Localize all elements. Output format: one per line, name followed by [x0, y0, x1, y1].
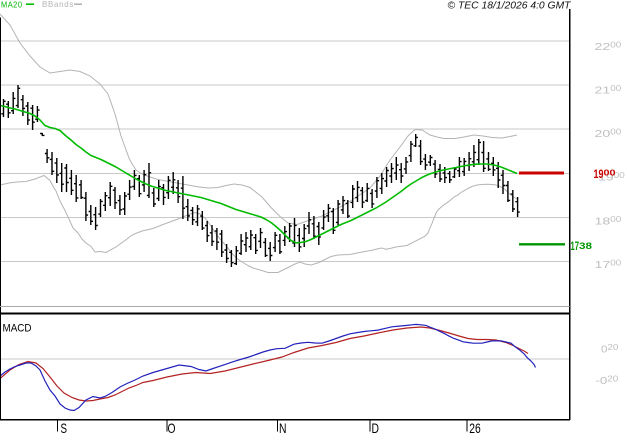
svg-text:MA20: MA20 [1, 0, 23, 9]
svg-text:1700: 1700 [595, 258, 622, 271]
svg-text:S: S [61, 420, 68, 436]
svg-text:26: 26 [469, 420, 481, 436]
svg-text:1900: 1900 [594, 167, 616, 181]
svg-text:-020: -020 [596, 375, 619, 387]
svg-text:BBands: BBands [42, 0, 74, 9]
svg-text:MACD: MACD [3, 322, 32, 334]
svg-text:N: N [279, 420, 287, 436]
svg-text:1800: 1800 [595, 215, 622, 228]
svg-text:1900: 1900 [598, 171, 625, 184]
svg-text:1738: 1738 [571, 239, 593, 253]
svg-text:© TEC 18/1/2026 4:0 GMT: © TEC 18/1/2026 4:0 GMT [448, 1, 572, 12]
svg-text:2000: 2000 [595, 128, 622, 141]
svg-text:2100: 2100 [595, 84, 622, 97]
svg-text:D: D [372, 420, 380, 436]
svg-text:020: 020 [601, 343, 619, 355]
svg-text:O: O [168, 420, 176, 436]
svg-text:2200: 2200 [595, 40, 622, 53]
